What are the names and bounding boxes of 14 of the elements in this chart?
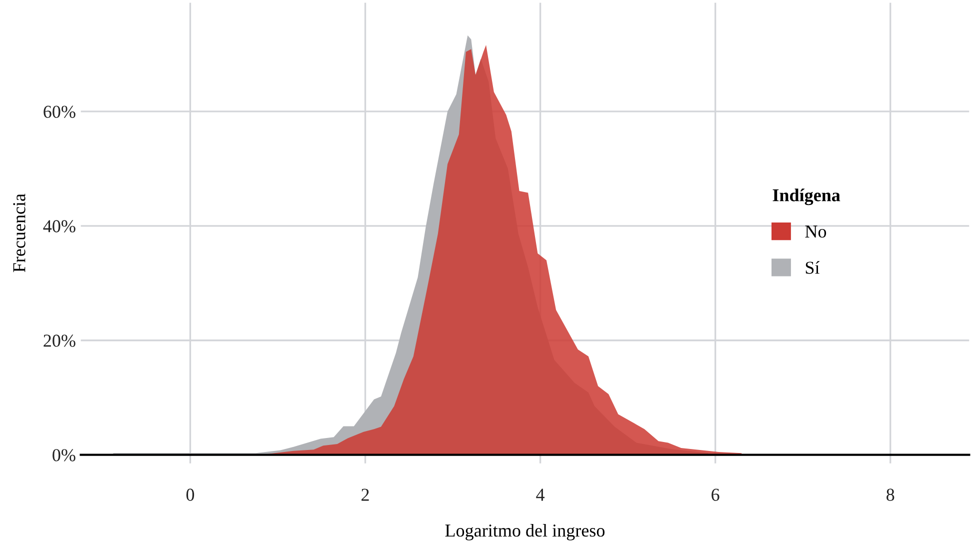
- x-tick-label: 2: [362, 488, 369, 501]
- y-tick-label: 20%: [44, 334, 76, 347]
- y-axis-title: Frecuencia: [13, 194, 26, 272]
- y-tick-label: 0%: [52, 449, 76, 462]
- x-tick-label: 8: [886, 488, 894, 501]
- legend-title: Indígena: [772, 188, 840, 206]
- x-tick-label: 6: [712, 488, 720, 501]
- y-tick-label: 40%: [43, 220, 76, 232]
- legend-label: No: [805, 226, 826, 238]
- x-tick-label: 4: [536, 488, 545, 501]
- x-axis-title: Logaritmo del ingreso: [445, 524, 605, 540]
- y-tick-label: 60%: [44, 106, 76, 118]
- x-tick-label: 0: [186, 488, 194, 501]
- legend-label: Sí: [806, 261, 820, 274]
